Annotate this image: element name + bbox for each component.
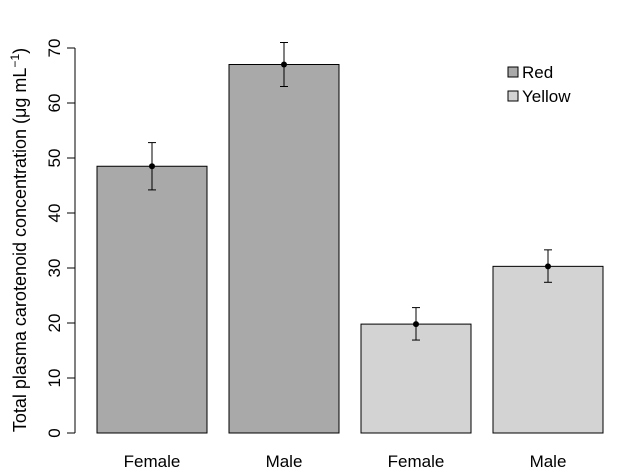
legend: Red Yellow (507, 63, 571, 106)
y-tick-label: 10 (45, 369, 64, 388)
y-tick-label: 30 (45, 259, 64, 278)
y-axis-label: Total plasma carotenoid concentration (μ… (8, 48, 30, 432)
legend-swatch (507, 90, 519, 102)
legend-swatch (507, 66, 519, 78)
y-tick-label: 40 (45, 204, 64, 223)
mean-point (413, 321, 419, 328)
y-axis-label-suffix: ) (10, 48, 30, 54)
y-axis: 0 10 20 30 40 50 60 70 (45, 39, 76, 438)
legend-label: Yellow (522, 87, 571, 106)
y-tick-label: 0 (45, 428, 64, 437)
x-tick-label: Female (124, 452, 181, 471)
mean-point (545, 263, 551, 270)
bar (96, 165, 208, 434)
bars (96, 64, 604, 434)
y-axis-label-text: Total plasma carotenoid concentration (μ… (10, 68, 30, 433)
mean-point (281, 61, 287, 68)
x-tick-label: Male (266, 452, 303, 471)
x-axis-labels: Female Male Female Male (124, 452, 567, 471)
x-tick-label: Female (388, 452, 445, 471)
y-tick-label: 50 (45, 149, 64, 168)
y-tick-label: 20 (45, 314, 64, 333)
y-tick-label: 70 (45, 39, 64, 58)
mean-point (149, 163, 155, 170)
y-axis-label-superscript: −1 (8, 54, 22, 68)
bar (360, 323, 472, 434)
legend-label: Red (522, 63, 553, 82)
y-tick-label: 60 (45, 94, 64, 113)
bar (492, 265, 604, 434)
bar (228, 64, 340, 434)
error-bars (148, 42, 552, 341)
x-tick-label: Male (530, 452, 567, 471)
